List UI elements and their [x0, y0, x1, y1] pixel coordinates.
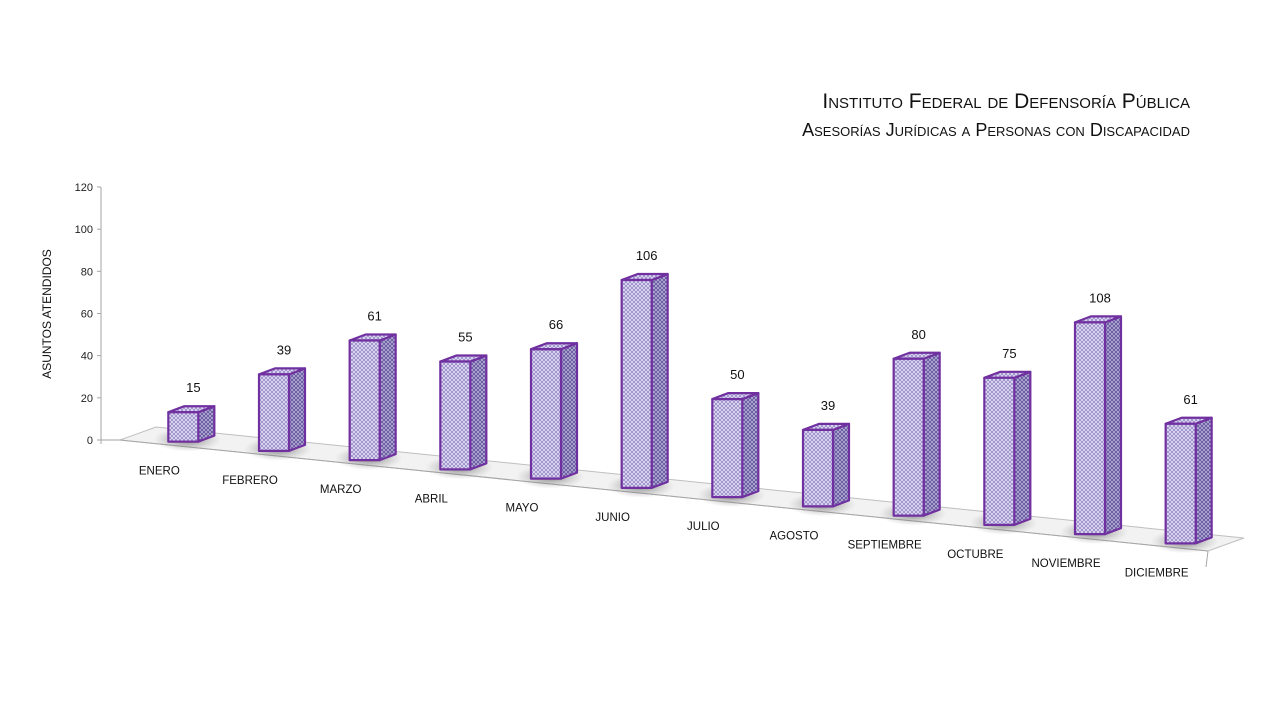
- bar: [516, 342, 584, 489]
- x-axis-end-tick: [1205, 550, 1209, 568]
- x-tick-label: ENERO: [139, 466, 180, 478]
- chart-title: Instituto Federal de Defensoría Pública: [822, 90, 1190, 113]
- x-tick-label: MARZO: [320, 484, 362, 496]
- bar-front-face: [892, 357, 925, 517]
- bar: [334, 333, 403, 471]
- bar-side-face: [469, 354, 488, 471]
- data-label: 15: [186, 380, 200, 395]
- bar-front-face: [711, 397, 744, 499]
- bar: [153, 405, 222, 452]
- bar: [1150, 416, 1219, 554]
- bar-front-face: [1073, 321, 1107, 536]
- y-tick-label: 120: [75, 182, 93, 194]
- y-axis: 0 20 40 60 80 100 120 ASUNTOS ATENDIDOS: [40, 182, 120, 447]
- bar-side-face: [1103, 315, 1123, 536]
- data-label: 75: [1002, 346, 1016, 361]
- bar-side-face: [741, 391, 760, 499]
- y-tick-label: 100: [75, 224, 93, 236]
- y-axis-title: ASUNTOS ATENDIDOS: [40, 249, 54, 379]
- data-label: 66: [549, 317, 563, 332]
- bar: [969, 370, 1038, 535]
- bar-side-face: [922, 351, 941, 517]
- x-axis-line: [119, 439, 1209, 552]
- bar-front-face: [257, 373, 291, 452]
- x-tick-label: DICIEMBRE: [1125, 567, 1189, 579]
- bar: [244, 367, 312, 461]
- x-tick-label: JULIO: [687, 521, 720, 533]
- x-tick-label: NOVIEMBRE: [1031, 558, 1100, 570]
- chart-title-block: Instituto Federal de Defensoría Pública …: [802, 88, 1190, 144]
- bar-side-face: [378, 333, 397, 462]
- bar-side-face: [1013, 370, 1032, 526]
- x-tick-label: AGOSTO: [770, 530, 819, 542]
- x-tick-label: ABRIL: [415, 493, 449, 505]
- bar: [697, 391, 766, 508]
- x-tick-label: OCTUBRE: [947, 549, 1004, 561]
- bar-side-face: [559, 342, 579, 480]
- y-tick-label: 80: [81, 266, 93, 278]
- data-label: 61: [367, 309, 381, 324]
- bars: [153, 272, 1219, 554]
- bar-side-face: [650, 272, 669, 489]
- x-tick-label: MAYO: [505, 503, 538, 515]
- bar-front-face: [1164, 422, 1197, 545]
- data-label: 55: [458, 330, 472, 345]
- x-tick-label: JUNIO: [595, 512, 630, 524]
- bar-front-face: [167, 411, 200, 443]
- y-tick-label: 40: [81, 351, 93, 363]
- y-tick-label: 0: [87, 435, 93, 447]
- bar: [788, 422, 856, 517]
- data-label: 50: [730, 367, 744, 382]
- bar-front-face: [620, 278, 653, 489]
- bar: [878, 351, 947, 526]
- bar-front-face: [529, 348, 563, 480]
- y-tick-label: 60: [81, 309, 93, 321]
- data-label: 108: [1089, 290, 1111, 305]
- data-label: 61: [1183, 392, 1197, 407]
- labels: 15 ENERO 39 FEBRERO 61 MARZO 55 ABRIL 66 MAYO 106 J…: [139, 248, 1198, 579]
- x-tick-label: FEBRERO: [222, 475, 278, 487]
- bar: [1060, 315, 1128, 545]
- data-label: 39: [277, 342, 291, 357]
- x-tick-label: SEPTIEMBRE: [848, 540, 922, 552]
- bar-side-face: [1194, 416, 1213, 545]
- chart-subtitle: Asesorías Jurídicas a Personas con Disca…: [802, 120, 1190, 140]
- data-label: 39: [821, 398, 835, 413]
- bar-front-face: [439, 360, 472, 471]
- bar-front-face: [983, 376, 1016, 526]
- data-label: 106: [636, 248, 658, 263]
- bar-front-face: [801, 428, 835, 508]
- bar-side-face: [287, 367, 307, 452]
- bar: [606, 272, 675, 498]
- bar: [425, 354, 494, 480]
- y-tick-label: 20: [81, 393, 93, 405]
- bar-side-face: [831, 422, 851, 508]
- bar-front-face: [348, 339, 381, 462]
- data-label: 80: [911, 327, 925, 342]
